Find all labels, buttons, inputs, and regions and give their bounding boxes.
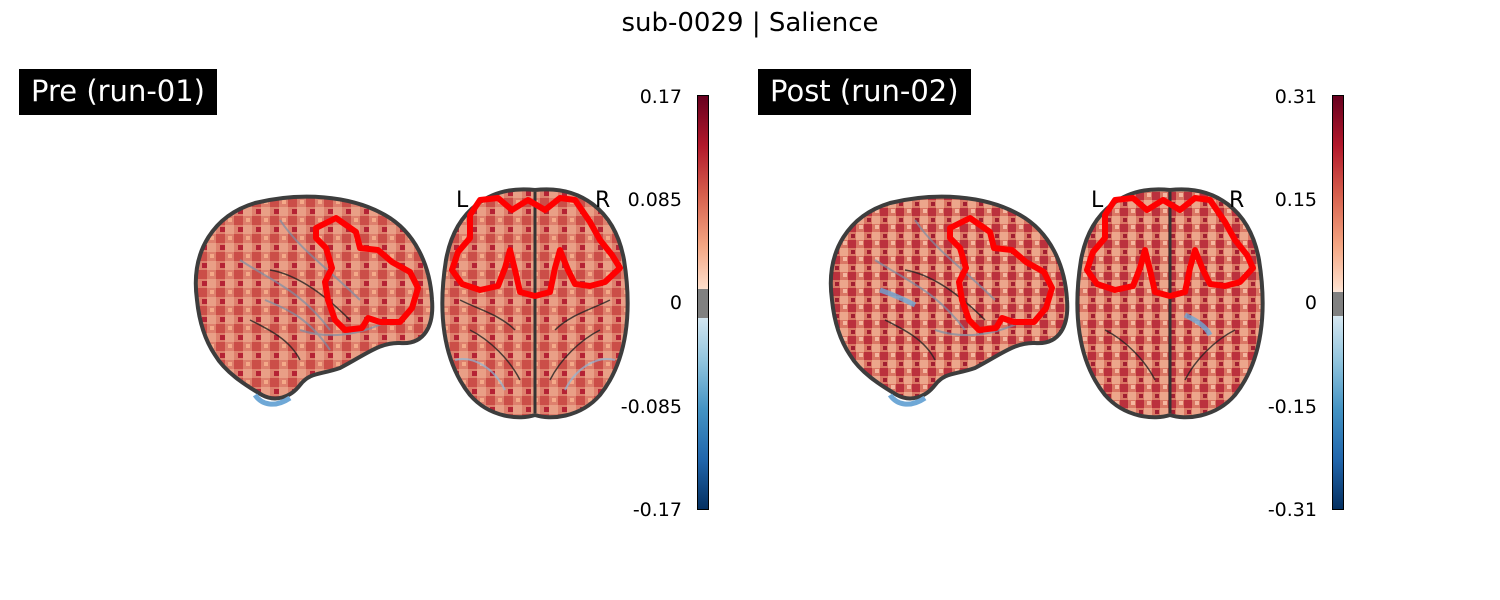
pre-colorbar-tick: 0 [669,292,682,314]
post-colorbar-tick: 0 [1304,292,1317,314]
pre-colorbar [697,95,709,510]
figure-title: sub-0029 | Salience [621,8,879,38]
post-orient-right: R [1229,188,1245,213]
post-colorbar [1332,95,1344,510]
pre-colorbar-tick: -0.085 [620,396,682,418]
pre-orient-right: R [595,188,611,213]
panel-label-pre: Pre (run-01) [19,69,217,115]
pre-colorbar-tick: 0.085 [627,189,682,211]
post-orient-left: L [1091,188,1104,213]
post-axial-view [1075,187,1265,420]
post-colorbar-tick: -0.15 [1267,396,1317,418]
post-colorbar-threshold [1333,292,1343,316]
post-colorbar-tick: 0.31 [1274,86,1317,108]
pre-sagittal-view [193,194,435,407]
post-colorbar-tick: -0.31 [1267,499,1317,521]
post-colorbar-tick: 0.15 [1274,189,1317,211]
pre-orient-left: L [456,188,469,213]
post-sagittal-view [828,194,1070,407]
panel-label-post: Post (run-02) [758,69,971,115]
pre-colorbar-tick: 0.17 [639,86,682,108]
pre-colorbar-tick: -0.17 [632,499,682,521]
pre-axial-view [440,187,630,420]
pre-colorbar-threshold [698,289,708,318]
